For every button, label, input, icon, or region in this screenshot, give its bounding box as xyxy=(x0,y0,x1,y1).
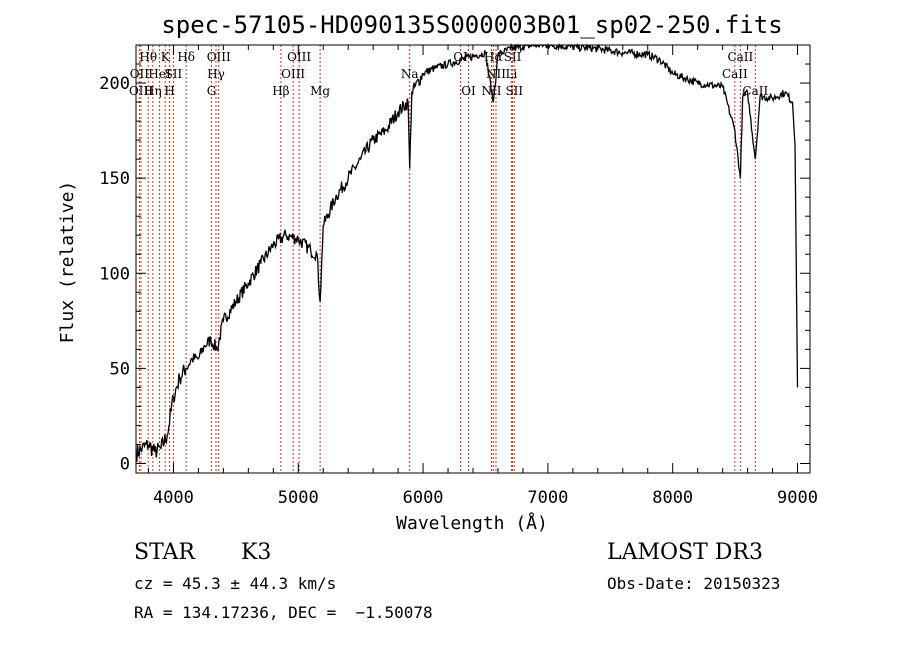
x-tick-label: 8000 xyxy=(652,488,693,508)
line-label: Li xyxy=(506,67,518,81)
y-axis-ticks: 0 50 100 150 200 xyxy=(99,63,810,474)
line-label: Hδ xyxy=(177,50,195,64)
line-label: OIII xyxy=(207,50,231,64)
spectrum-line xyxy=(135,42,799,462)
line-label: HeI xyxy=(148,67,171,81)
x-tick-label: 9000 xyxy=(777,488,818,508)
x-tick-label: 7000 xyxy=(527,488,568,508)
line-label: OI xyxy=(453,50,468,64)
x-axis-ticks: 4000 5000 6000 7000 8000 9000 xyxy=(147,45,818,508)
spectral-subclass: K3 xyxy=(241,540,272,565)
line-label: Mg xyxy=(310,84,330,98)
x-tick-label: 6000 xyxy=(403,488,444,508)
y-tick-label: 0 xyxy=(120,454,130,474)
line-label: Hγ xyxy=(207,67,225,81)
object-type: STAR xyxy=(134,540,195,565)
line-label: SII xyxy=(505,84,523,98)
coordinates: RA = 134.17236, DEC = −1.50078 xyxy=(134,603,433,622)
emission-line-markers xyxy=(138,45,756,473)
chart-title: spec-57105-HD090135S000003B01_sp02-250.f… xyxy=(161,11,782,39)
x-tick-label: 5000 xyxy=(278,488,319,508)
line-label: Na xyxy=(401,67,419,81)
line-label: Hβ xyxy=(272,84,289,98)
x-axis-label: Wavelength (Å) xyxy=(396,512,548,534)
x-tick-label: 4000 xyxy=(153,488,194,508)
line-label: OIII xyxy=(287,50,311,64)
line-label: K xyxy=(161,50,171,64)
y-tick-label: 50 xyxy=(110,359,130,379)
survey-name: LAMOST DR3 xyxy=(607,540,763,565)
line-label: OII xyxy=(130,67,150,81)
line-label: CaII xyxy=(727,50,753,64)
y-tick-label: 100 xyxy=(99,264,130,284)
line-label: Hη xyxy=(144,84,162,98)
y-tick-label: 200 xyxy=(99,74,130,94)
line-label: Hθ xyxy=(139,50,157,64)
plot-frame xyxy=(135,44,811,474)
line-label: OI xyxy=(461,84,476,98)
line-label: SII xyxy=(165,67,183,81)
line-label: CaII xyxy=(722,67,748,81)
line-label: G xyxy=(207,84,217,98)
line-label: H xyxy=(164,84,174,98)
line-label: OIII xyxy=(129,84,153,98)
redshift-velocity: cz = 45.3 ± 44.3 km/s xyxy=(134,574,337,593)
line-label: SII xyxy=(504,50,522,64)
y-axis-label: Flux (relative) xyxy=(57,181,78,344)
line-label: OIII xyxy=(281,67,305,81)
observation-date: Obs-Date: 20150323 xyxy=(607,574,781,593)
y-tick-label: 150 xyxy=(99,169,130,189)
